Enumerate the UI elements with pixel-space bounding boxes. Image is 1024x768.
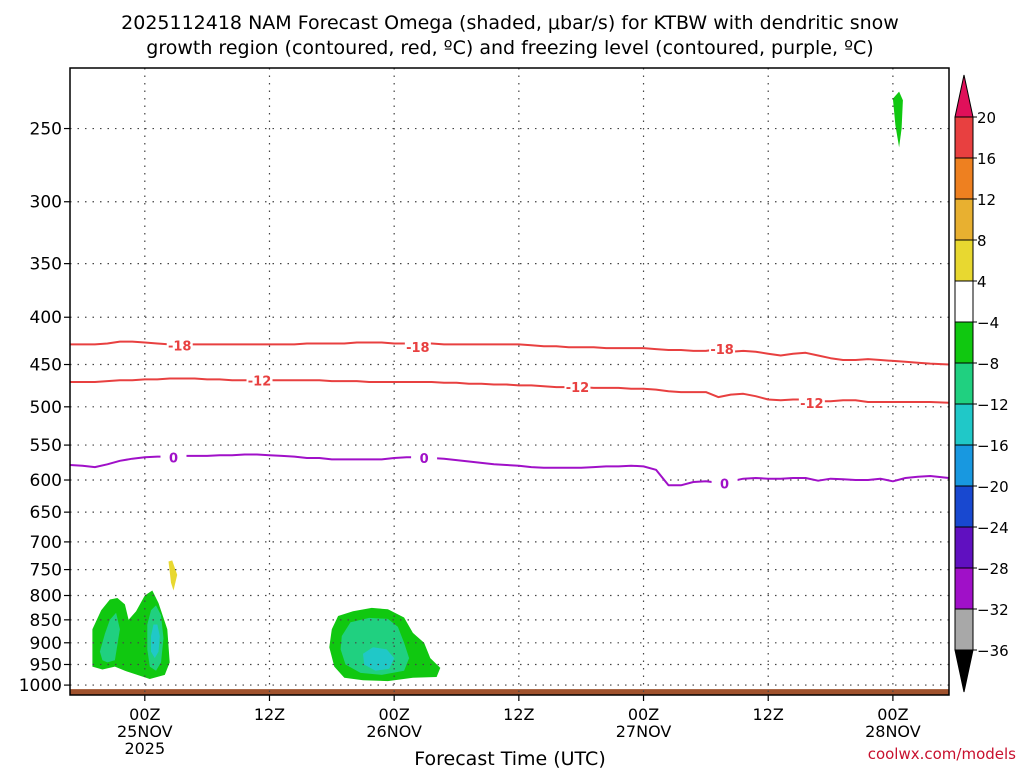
y-tick-label: 950 xyxy=(30,655,62,675)
contour-label-bg xyxy=(711,475,738,492)
colorbar-swatch xyxy=(954,608,974,651)
y-tick-label: 500 xyxy=(30,398,62,418)
contour-label-bg xyxy=(564,379,591,396)
pressure-axis: 250 300 350 400 450 500 550 600 650 700 750 800 850 9… xyxy=(19,120,70,696)
colorbar-label: 16 xyxy=(977,150,996,168)
y-tick-label: 350 xyxy=(30,255,62,275)
colorbar-swatch xyxy=(954,485,974,528)
contour-label--18: -18 xyxy=(406,341,430,356)
colorbar-label: −4 xyxy=(977,314,999,332)
colorbar-label: −24 xyxy=(977,519,1009,537)
x-tick-label: 25NOV xyxy=(117,722,173,741)
x-tick-label: 00Z xyxy=(877,705,908,724)
omega-neg4-c-region xyxy=(892,91,903,148)
contour-label-0: 0 xyxy=(720,477,729,492)
x-tick-label: 00Z xyxy=(628,705,659,724)
contour--18 xyxy=(70,340,949,366)
contour-label-bg xyxy=(798,394,825,411)
chart-title-line2: growth region (contoured, red, ºC) and f… xyxy=(146,37,873,59)
x-tick-label: 12Z xyxy=(503,705,534,724)
colorbar-swatch xyxy=(954,321,974,364)
omega-colorbar: 20 16 12 8 4 −4 −8 −12 −16 −20 −24 −28 −32 −36 xyxy=(954,74,1009,693)
contour-label--18: -18 xyxy=(710,343,734,358)
colorbar-top-arrow xyxy=(954,74,974,118)
y-tick-label: 700 xyxy=(30,533,62,553)
y-tick-label: 800 xyxy=(30,587,62,607)
x-axis-label: Forecast Time (UTC) xyxy=(414,748,605,768)
colorbar-label: −8 xyxy=(977,355,999,373)
credit-text: coolwx.com/models xyxy=(868,745,1016,763)
colorbar-swatch xyxy=(954,526,974,569)
y-tick-label: 300 xyxy=(30,193,62,213)
y-tick-label: 850 xyxy=(30,611,62,631)
omega-neg12-a-region xyxy=(151,624,160,659)
colorbar-bottom-arrow xyxy=(954,649,974,693)
contour-label-bg xyxy=(411,450,438,467)
colorbar-swatch xyxy=(954,157,974,200)
colorbar-label: −32 xyxy=(977,601,1009,619)
contour-label-bg xyxy=(160,449,187,466)
x-tick-label: 28NOV xyxy=(865,722,921,741)
colorbar-label: −16 xyxy=(977,437,1009,455)
contour-label--12: -12 xyxy=(566,381,590,396)
y-tick-label: 250 xyxy=(30,120,62,140)
x-tick-label: 27NOV xyxy=(616,722,672,741)
y-tick-label: 450 xyxy=(30,356,62,376)
contour-label-0: 0 xyxy=(420,452,429,467)
x-tick-label: 00Z xyxy=(379,705,410,724)
contour-label-0: 0 xyxy=(169,451,178,466)
omega-neg8-a-region xyxy=(99,612,120,663)
colorbar-label: −36 xyxy=(977,642,1009,660)
contour-label-bg xyxy=(404,339,431,356)
colorbar-label: −20 xyxy=(977,478,1009,496)
colorbar-swatch xyxy=(954,198,974,241)
colorbar-swatch xyxy=(954,280,974,323)
omega-pos4-region xyxy=(168,560,178,591)
contour-label-bg xyxy=(166,337,193,354)
y-tick-label: 600 xyxy=(30,471,62,491)
x-tick-label: 12Z xyxy=(753,705,784,724)
colorbar-swatch xyxy=(954,444,974,487)
colorbar-label: 12 xyxy=(977,191,996,209)
colorbar-label: −12 xyxy=(977,396,1009,414)
y-tick-label: 650 xyxy=(30,503,62,523)
colorbar-swatch xyxy=(954,403,974,446)
contour-label-bg xyxy=(709,341,736,358)
colorbar-label: −28 xyxy=(977,560,1009,578)
plot-frame xyxy=(69,67,950,696)
x-tick-label: 12Z xyxy=(254,705,285,724)
grid-lines xyxy=(70,68,949,695)
colorbar-label: 4 xyxy=(977,273,987,291)
x-tick-label: 2025 xyxy=(124,739,165,758)
y-tick-label: 400 xyxy=(30,308,62,328)
colorbar-swatch xyxy=(954,116,974,159)
omega-shading xyxy=(70,91,949,695)
x-tick-label: 00Z xyxy=(129,705,160,724)
colorbar-swatch xyxy=(954,567,974,610)
y-tick-label: 900 xyxy=(30,634,62,654)
colorbar-swatch xyxy=(954,239,974,282)
x-tick-label: 26NOV xyxy=(366,722,422,741)
terrain-region xyxy=(70,689,949,695)
contour-label-bg xyxy=(246,372,273,389)
temperature-contours: -18 -18 -18 -12 -12 -12 0 0 0 xyxy=(70,337,949,492)
y-tick-label: 750 xyxy=(30,561,62,581)
contour-0 xyxy=(70,453,949,487)
chart-title-line1: 2025112418 NAM Forecast Omega (shaded, μ… xyxy=(121,12,899,34)
y-tick-label: 550 xyxy=(30,436,62,456)
contour-label--12: -12 xyxy=(248,374,272,389)
colorbar-swatch xyxy=(954,362,974,405)
contour-label--18: -18 xyxy=(168,339,192,354)
colorbar-label: 8 xyxy=(977,232,987,250)
y-tick-label: 1000 xyxy=(19,676,62,696)
contour-label--12: -12 xyxy=(800,397,824,412)
contour--12 xyxy=(70,377,949,404)
colorbar-label: 20 xyxy=(977,109,996,127)
